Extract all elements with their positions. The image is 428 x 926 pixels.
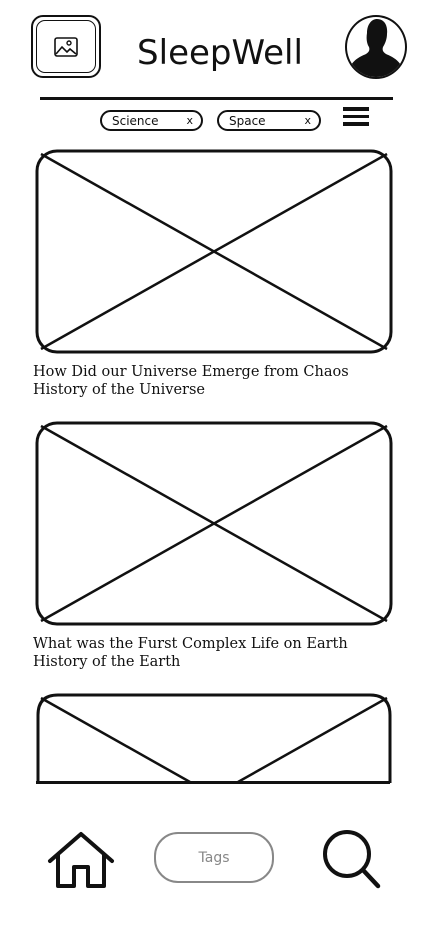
tag-chip-science[interactable]: Science x xyxy=(100,110,203,131)
bottom-nav-divider xyxy=(36,781,390,784)
feed-item-subtitle: History of the Earth xyxy=(33,654,181,670)
user-avatar[interactable] xyxy=(345,15,407,79)
video-thumbnail-placeholder[interactable] xyxy=(35,149,393,354)
hamburger-menu-icon[interactable] xyxy=(343,107,369,129)
app-logo[interactable] xyxy=(31,15,101,78)
remove-tag-button[interactable]: x xyxy=(304,114,311,127)
feed-item-subtitle: History of the Universe xyxy=(33,382,205,398)
tags-button[interactable]: Tags xyxy=(154,832,274,883)
feed-item-title[interactable]: How Did our Universe Emerge from Chaos xyxy=(33,364,349,380)
video-thumbnail-placeholder[interactable] xyxy=(35,693,393,783)
remove-tag-button[interactable]: x xyxy=(186,114,193,127)
header-divider xyxy=(40,97,393,100)
home-icon[interactable] xyxy=(46,831,116,889)
feed-item-title[interactable]: What was the Furst Complex Life on Earth xyxy=(33,636,348,652)
user-silhouette-icon xyxy=(349,19,403,77)
search-icon[interactable] xyxy=(320,828,382,890)
tag-chip-label: Space xyxy=(229,113,266,128)
tag-chip-space[interactable]: Space x xyxy=(217,110,321,131)
image-icon xyxy=(54,36,78,57)
app-title: SleepWell xyxy=(137,33,303,73)
video-thumbnail-placeholder[interactable] xyxy=(35,421,393,626)
tag-chip-label: Science xyxy=(112,113,159,128)
